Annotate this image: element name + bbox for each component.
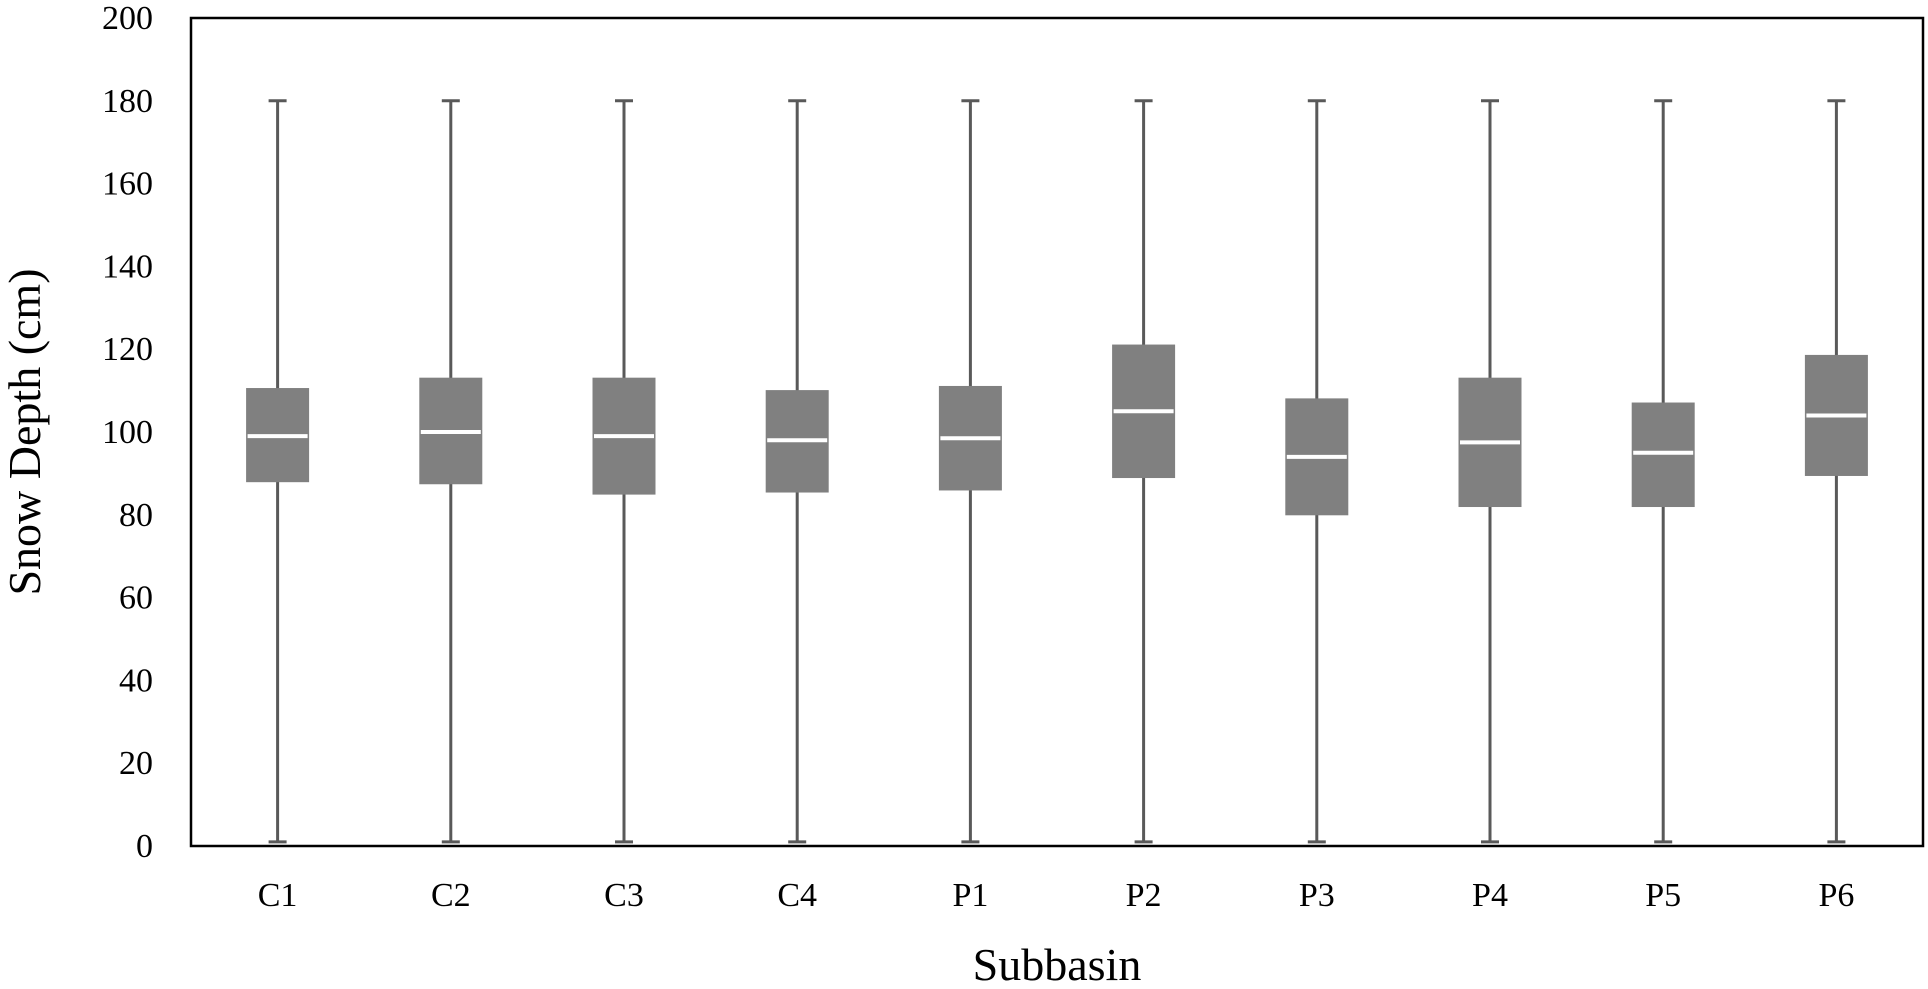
x-tick-label: P3 bbox=[1299, 877, 1335, 914]
x-tick-label: C2 bbox=[431, 877, 471, 914]
x-tick-label: C3 bbox=[604, 877, 644, 914]
box-P6 bbox=[1804, 99, 1868, 844]
plot-area-frame bbox=[189, 16, 1925, 848]
x-tick-label: C1 bbox=[258, 877, 298, 914]
box-P4 bbox=[1458, 99, 1522, 844]
x-tick-label: P1 bbox=[952, 877, 988, 914]
box-P5 bbox=[1631, 99, 1695, 844]
x-axis-ticks: C1 C2 C3 C4 P1 P2 P3 P4 P5 P6 bbox=[258, 877, 1855, 914]
y-tick-label: 200 bbox=[102, 0, 153, 37]
box-C3 bbox=[592, 99, 656, 844]
box-C1 bbox=[246, 99, 310, 844]
y-tick-label: 0 bbox=[136, 828, 153, 865]
y-tick-label: 80 bbox=[119, 497, 153, 534]
x-tick-label: P5 bbox=[1645, 877, 1681, 914]
y-axis-title: Snow Depth (cm) bbox=[0, 268, 50, 595]
iqr-box bbox=[1631, 402, 1695, 508]
y-tick-label: 140 bbox=[102, 248, 153, 285]
box-P3 bbox=[1285, 99, 1349, 844]
y-tick-label: 180 bbox=[102, 83, 153, 120]
y-tick-label: 160 bbox=[102, 166, 153, 203]
y-tick-label: 40 bbox=[119, 662, 153, 699]
y-tick-label: 100 bbox=[102, 414, 153, 451]
y-tick-label: 20 bbox=[119, 745, 153, 782]
box-P1 bbox=[938, 99, 1002, 844]
box-C4 bbox=[765, 99, 829, 844]
box-series bbox=[246, 99, 1868, 844]
box-C2 bbox=[419, 99, 483, 844]
x-axis-title: Subbasin bbox=[973, 939, 1142, 984]
y-tick-label: 60 bbox=[119, 580, 153, 617]
x-tick-label: P6 bbox=[1818, 877, 1854, 914]
x-tick-label: P4 bbox=[1472, 877, 1508, 914]
y-axis-ticks: 0 20 40 60 80 100 120 140 160 180 200 bbox=[102, 0, 153, 865]
box-P2 bbox=[1112, 99, 1176, 844]
x-tick-label: C4 bbox=[777, 877, 817, 914]
y-tick-label: 120 bbox=[102, 331, 153, 368]
x-tick-label: P2 bbox=[1126, 877, 1162, 914]
